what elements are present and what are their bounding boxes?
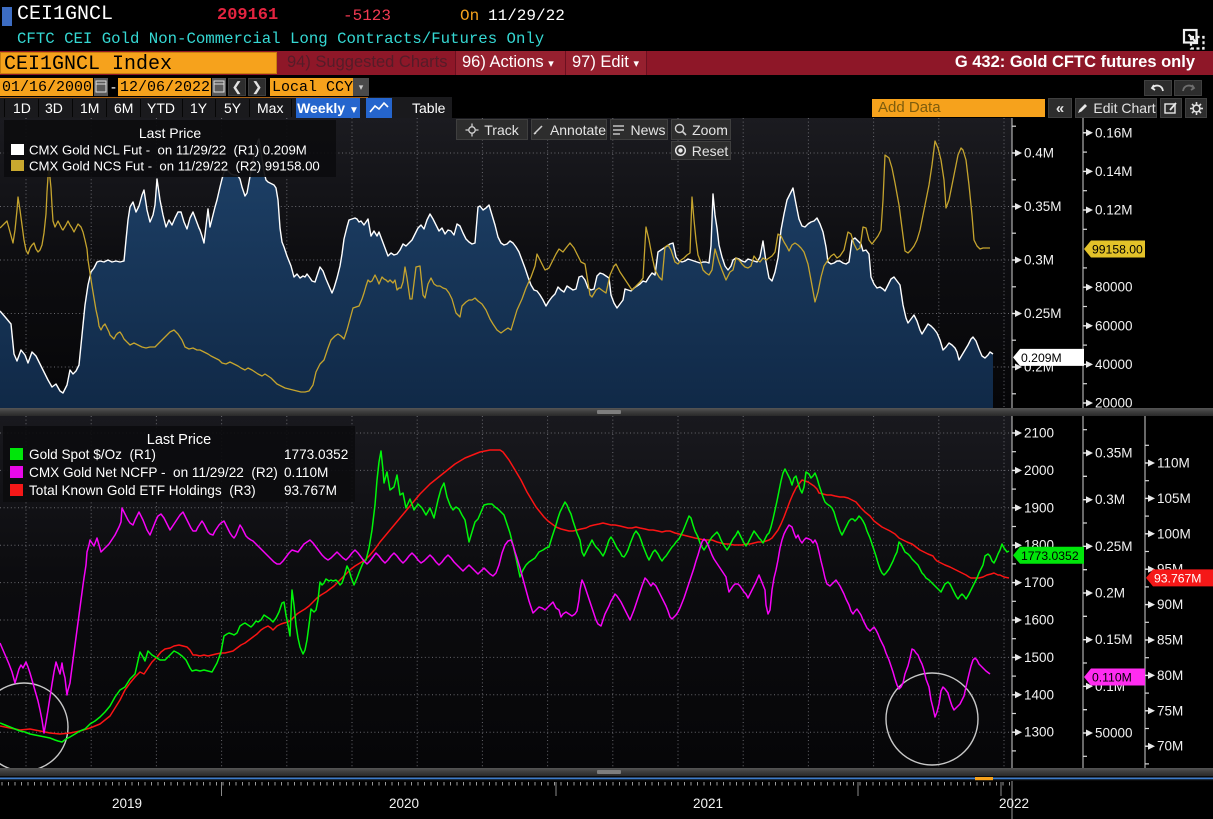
svg-text:2019: 2019 — [112, 796, 142, 811]
svg-text:40000: 40000 — [1095, 357, 1133, 372]
svg-text:0.3M: 0.3M — [1095, 492, 1125, 507]
svg-text:90M: 90M — [1157, 597, 1183, 612]
svg-text:Total Known Gold ETF Holdings: Total Known Gold ETF Holdings (R3) — [29, 483, 256, 498]
svg-text:0.14M: 0.14M — [1095, 164, 1133, 179]
svg-text:1300: 1300 — [1024, 725, 1054, 740]
svg-text:2100: 2100 — [1024, 426, 1054, 441]
svg-text:1500: 1500 — [1024, 650, 1054, 665]
svg-text:Last Price: Last Price — [147, 432, 211, 448]
svg-text:93.767M: 93.767M — [1154, 571, 1201, 585]
svg-text:100M: 100M — [1157, 526, 1191, 541]
svg-text:20000: 20000 — [1095, 396, 1133, 411]
svg-text:2020: 2020 — [389, 796, 419, 811]
svg-text:1773.0352: 1773.0352 — [1021, 549, 1079, 563]
svg-text:CMX Gold NCL Fut - on 11/29/2: CMX Gold NCL Fut - on 11/29/22 (R1) 0.20… — [29, 143, 307, 158]
svg-text:0.35M: 0.35M — [1095, 446, 1133, 461]
svg-text:0.25M: 0.25M — [1095, 539, 1133, 554]
svg-text:2022: 2022 — [999, 796, 1029, 811]
svg-text:80M: 80M — [1157, 668, 1183, 683]
svg-text:Gold Spot $/Oz (R1): Gold Spot $/Oz (R1) — [29, 447, 156, 462]
svg-text:1700: 1700 — [1024, 575, 1054, 590]
svg-text:0.25M: 0.25M — [1024, 306, 1062, 321]
svg-text:1773.0352: 1773.0352 — [284, 447, 348, 462]
svg-text:1900: 1900 — [1024, 500, 1054, 515]
svg-text:50000: 50000 — [1095, 726, 1133, 741]
svg-text:1400: 1400 — [1024, 687, 1054, 702]
svg-text:0.3M: 0.3M — [1024, 253, 1054, 268]
svg-text:0.12M: 0.12M — [1095, 203, 1133, 218]
svg-text:2021: 2021 — [693, 796, 723, 811]
svg-text:105M: 105M — [1157, 491, 1191, 506]
svg-text:0.110M: 0.110M — [1092, 671, 1132, 685]
svg-text:0.16M: 0.16M — [1095, 125, 1133, 140]
svg-text:80000: 80000 — [1095, 280, 1133, 295]
svg-text:0.209M: 0.209M — [1021, 351, 1062, 365]
svg-text:110M: 110M — [1157, 456, 1190, 471]
svg-text:0.15M: 0.15M — [1095, 632, 1133, 647]
svg-text:0.2M: 0.2M — [1095, 586, 1125, 601]
svg-text:2000: 2000 — [1024, 463, 1054, 478]
svg-text:CMX Gold Net NCFP - on 11/29/: CMX Gold Net NCFP - on 11/29/22 (R2) — [29, 465, 278, 480]
svg-text:1600: 1600 — [1024, 613, 1054, 628]
svg-text:0.110M: 0.110M — [284, 465, 328, 480]
svg-text:Last Price: Last Price — [139, 125, 201, 141]
svg-text:85M: 85M — [1157, 633, 1183, 648]
svg-text:99158.00: 99158.00 — [1092, 243, 1143, 257]
svg-text:CMX Gold NCS Fut - on 11/29/2: CMX Gold NCS Fut - on 11/29/22 (R2) 9915… — [29, 159, 320, 174]
svg-text:70M: 70M — [1157, 739, 1183, 754]
svg-text:0.4M: 0.4M — [1024, 146, 1054, 161]
svg-text:60000: 60000 — [1095, 318, 1133, 333]
svg-text:75M: 75M — [1157, 703, 1183, 718]
svg-text:0.35M: 0.35M — [1024, 199, 1062, 214]
svg-text:93.767M: 93.767M — [284, 483, 337, 498]
